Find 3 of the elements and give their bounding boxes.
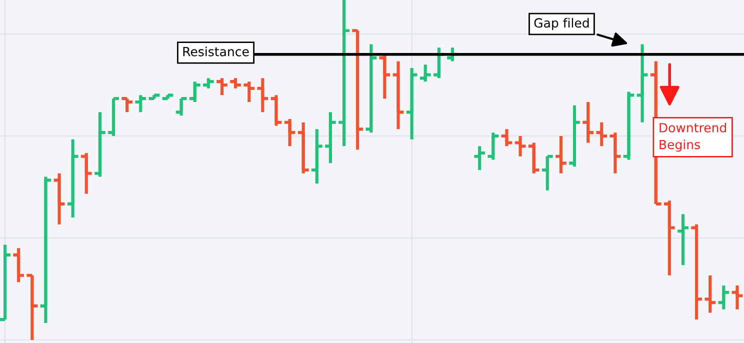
ref-line-label: Resistance — [183, 46, 249, 56]
annotation: Downtrend Begins — [660, 122, 726, 152]
annotation: Gap filed — [534, 18, 589, 30]
